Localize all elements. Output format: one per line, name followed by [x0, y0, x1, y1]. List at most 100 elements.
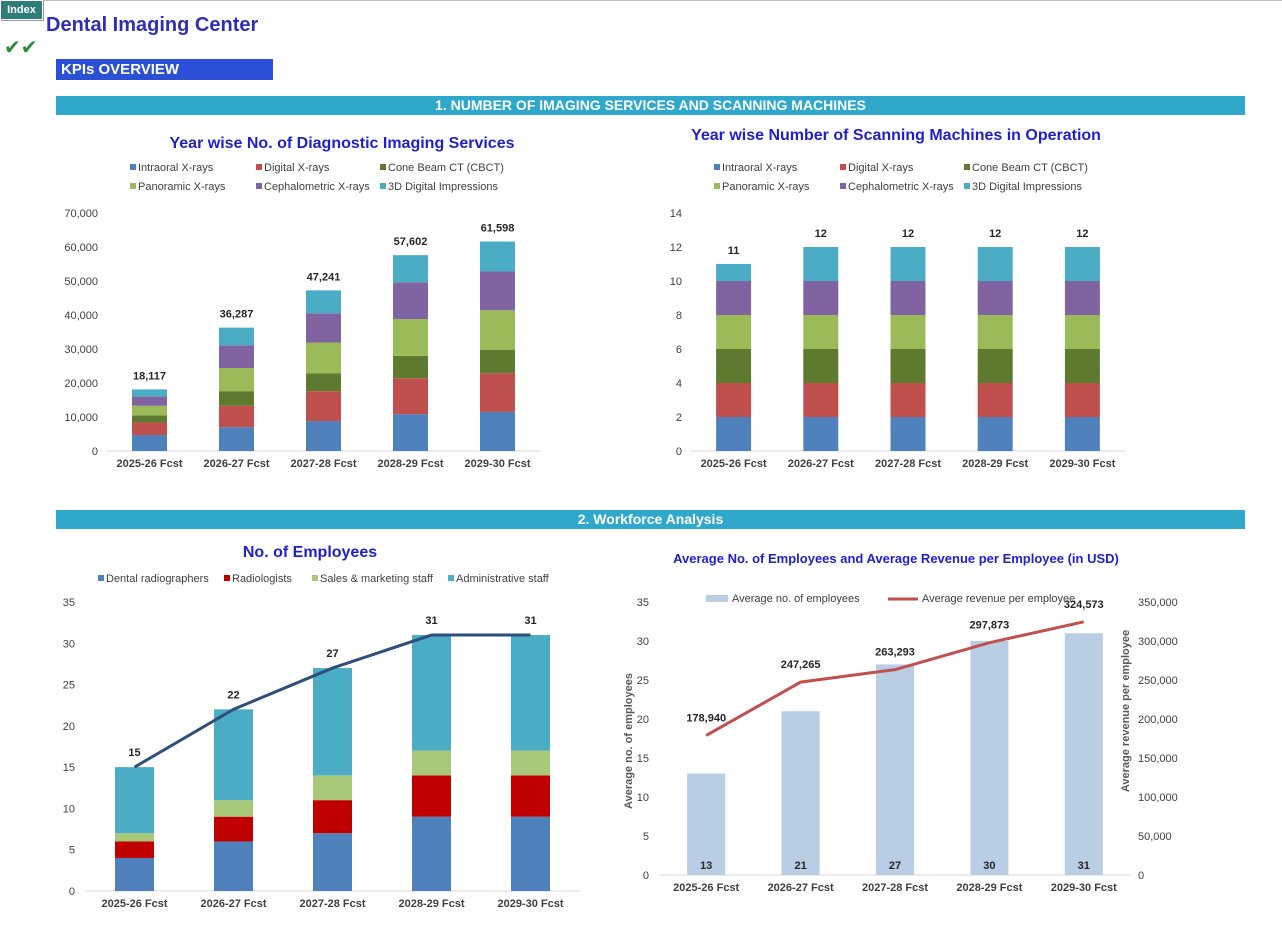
bar — [1064, 633, 1103, 875]
y-tick-label: 30 — [637, 636, 649, 648]
bar-segment — [313, 800, 352, 834]
y2-tick-label: 200,000 — [1138, 714, 1178, 726]
y-tick-label: 10 — [670, 276, 682, 288]
y-tick-label: 2 — [676, 412, 682, 424]
total-data-label: 12 — [989, 228, 1001, 240]
bar-segment — [115, 767, 154, 834]
bar-segment — [306, 391, 341, 422]
bar-segment — [132, 422, 167, 436]
chart-imaging-services: Year wise No. of Diagnostic Imaging Serv… — [64, 135, 541, 470]
bar-segment — [306, 421, 341, 451]
bar-segment — [480, 310, 515, 351]
bar-segment — [393, 319, 428, 356]
bar-segment — [977, 383, 1013, 417]
x-tick-label: 2029-30 Fcst — [1051, 882, 1117, 894]
x-tick-label: 2028-29 Fcst — [398, 898, 464, 910]
bar-segment — [1064, 383, 1100, 417]
chart-title: Average No. of Employees and Average Rev… — [673, 551, 1119, 566]
total-data-label: 15 — [128, 747, 140, 759]
legend-label: Panoramic X-rays — [138, 181, 226, 193]
bar-segment — [716, 315, 752, 349]
y-tick-label: 20 — [637, 714, 649, 726]
x-tick-label: 2029-30 Fcst — [464, 458, 530, 470]
bar-segment — [393, 378, 428, 415]
legend-label: Intraoral X-rays — [722, 162, 798, 174]
y-tick-label: 30,000 — [64, 344, 98, 356]
bar-segment — [480, 350, 515, 374]
y-tick-label: 10 — [637, 792, 649, 804]
x-tick-label: 2025-26 Fcst — [116, 458, 182, 470]
bar-segment — [977, 315, 1013, 349]
x-tick-label: 2026-27 Fcst — [203, 458, 269, 470]
y-tick-label: 10 — [63, 803, 75, 815]
bar-segment — [716, 281, 752, 315]
line-data-label: 297,873 — [970, 620, 1010, 632]
legend-swatch — [380, 164, 386, 170]
y2-tick-label: 50,000 — [1138, 831, 1172, 843]
y-tick-label: 40,000 — [64, 310, 98, 322]
bar-data-label: 27 — [889, 860, 901, 872]
legend-label: Radiologists — [232, 573, 292, 585]
bar-segment — [716, 383, 752, 417]
bar-segment — [977, 247, 1013, 281]
bar-segment — [306, 373, 341, 392]
x-tick-label: 2029-30 Fcst — [1049, 458, 1115, 470]
bar-segment — [214, 841, 253, 891]
bar-segment — [890, 281, 926, 315]
legend-swatch — [706, 595, 728, 602]
bar-segment — [803, 383, 839, 417]
y-tick-label: 15 — [63, 762, 75, 774]
bar-segment — [132, 396, 167, 406]
total-data-label: 57,602 — [394, 236, 428, 248]
y2-tick-label: 100,000 — [1138, 792, 1178, 804]
bar-segment — [890, 349, 926, 383]
kpi-overview-label: KPIs OVERVIEW — [56, 59, 273, 80]
legend-swatch — [380, 183, 386, 189]
bar-segment — [890, 315, 926, 349]
y-tick-label: 35 — [63, 597, 75, 609]
index-button[interactable]: Index — [0, 0, 43, 20]
bar — [781, 711, 820, 875]
bar-segment — [977, 417, 1013, 451]
legend-swatch — [256, 183, 262, 189]
chart-title: Year wise No. of Diagnostic Imaging Serv… — [169, 135, 514, 152]
total-data-label: 36,287 — [220, 309, 254, 321]
x-tick-label: 2026-27 Fcst — [788, 458, 854, 470]
legend-label: Cephalometric X-rays — [848, 181, 954, 193]
legend-swatch — [840, 183, 846, 189]
bar-segment — [219, 427, 254, 451]
x-tick-label: 2026-27 Fcst — [200, 898, 266, 910]
legend-swatch — [964, 164, 970, 170]
legend-swatch — [130, 164, 136, 170]
bar-segment — [393, 355, 428, 379]
x-tick-label: 2027-28 Fcst — [290, 458, 356, 470]
line-data-label: 247,265 — [781, 659, 821, 671]
y-tick-label: 14 — [670, 208, 682, 220]
total-data-label: 61,598 — [481, 223, 515, 235]
bar-data-label: 30 — [983, 860, 995, 872]
bar-segment — [1064, 417, 1100, 451]
chart-avg-employees-revenue: Average No. of Employees and Average Rev… — [623, 551, 1178, 894]
bar-segment — [214, 709, 253, 801]
bar-data-label: 21 — [794, 860, 806, 872]
bar-segment — [306, 313, 341, 343]
bar-segment — [219, 327, 254, 346]
bar-segment — [977, 281, 1013, 315]
x-tick-label: 2025-26 Fcst — [101, 898, 167, 910]
bar-segment — [306, 290, 341, 314]
chart-title: Year wise Number of Scanning Machines in… — [691, 127, 1101, 144]
total-data-label: 12 — [902, 228, 914, 240]
y-tick-label: 20 — [63, 721, 75, 733]
bar-segment — [511, 816, 550, 891]
y-tick-label: 5 — [643, 831, 649, 843]
total-data-label: 31 — [524, 615, 536, 627]
legend-label: Administrative staff — [456, 573, 550, 585]
bar-segment — [1064, 315, 1100, 349]
y-tick-label: 6 — [676, 344, 682, 356]
y-tick-label: 25 — [63, 680, 75, 692]
total-data-label: 47,241 — [307, 271, 341, 283]
bar-segment — [803, 247, 839, 281]
bar-data-label: 13 — [700, 860, 712, 872]
y-tick-label: 0 — [69, 886, 75, 898]
legend-swatch — [256, 164, 262, 170]
